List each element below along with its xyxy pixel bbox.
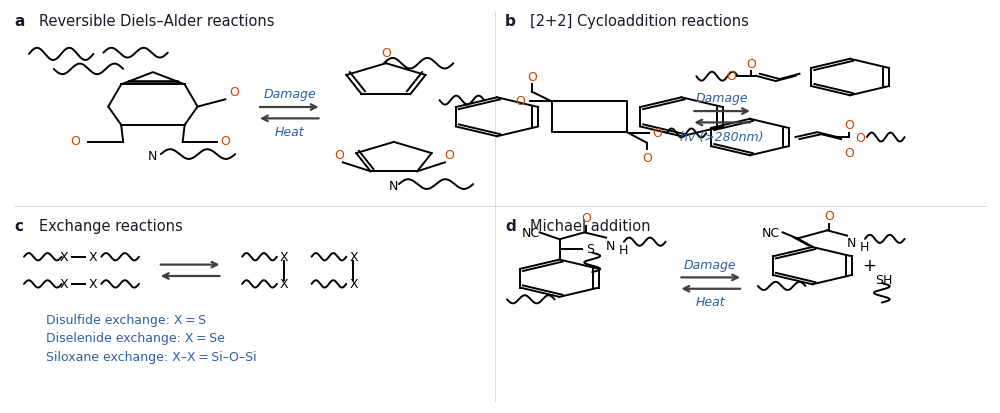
Text: X: X	[349, 278, 358, 291]
Text: O: O	[653, 127, 663, 140]
Text: O: O	[581, 212, 591, 225]
Text: Siloxane exchange: X–X = Si–O–Si: Siloxane exchange: X–X = Si–O–Si	[46, 351, 256, 363]
Text: Disulfide exchange: X = S: Disulfide exchange: X = S	[46, 313, 206, 326]
Text: N: N	[389, 180, 399, 193]
Text: NC: NC	[522, 226, 540, 239]
Text: O: O	[844, 147, 854, 159]
Text: d: d	[505, 218, 516, 234]
Text: a: a	[14, 14, 24, 29]
Text: O: O	[381, 47, 391, 60]
Text: O: O	[824, 210, 834, 223]
Text: O: O	[726, 70, 736, 83]
Text: X: X	[59, 278, 68, 291]
Text: O: O	[220, 135, 230, 148]
Text: Reversible Diels–Alder reactions: Reversible Diels–Alder reactions	[39, 14, 274, 29]
Text: Damage: Damage	[684, 258, 737, 271]
Text: N: N	[606, 240, 615, 253]
Text: O: O	[229, 85, 239, 98]
Text: O: O	[844, 119, 854, 132]
Text: Exchange reactions: Exchange reactions	[39, 218, 183, 234]
Text: O: O	[444, 148, 454, 161]
Text: Damage: Damage	[263, 88, 316, 100]
Text: N: N	[148, 150, 158, 163]
Text: X: X	[89, 251, 98, 263]
Text: O: O	[642, 152, 652, 164]
Text: X: X	[59, 251, 68, 263]
Text: H: H	[860, 241, 869, 254]
Text: Diselenide exchange: X = Se: Diselenide exchange: X = Se	[46, 332, 225, 344]
Text: NC: NC	[762, 226, 780, 239]
Text: S: S	[586, 242, 594, 256]
Text: +: +	[862, 256, 876, 274]
Text: O: O	[334, 148, 344, 161]
Text: X: X	[89, 278, 98, 291]
Text: SH: SH	[875, 273, 892, 286]
Text: O: O	[855, 131, 865, 144]
Text: O: O	[527, 71, 537, 83]
Text: c: c	[14, 218, 23, 234]
Text: O: O	[515, 95, 525, 107]
Text: Damage: Damage	[696, 92, 748, 104]
Text: X: X	[349, 251, 358, 263]
Text: Heat: Heat	[695, 296, 725, 309]
Text: Heat: Heat	[275, 126, 305, 138]
Text: [2+2] Cycloaddition reactions: [2+2] Cycloaddition reactions	[530, 14, 749, 29]
Text: b: b	[505, 14, 516, 29]
Text: Michael addition: Michael addition	[530, 218, 650, 234]
Text: O: O	[746, 57, 756, 71]
Text: H: H	[619, 244, 628, 257]
Text: N: N	[847, 237, 856, 250]
Text: X: X	[280, 251, 288, 263]
Text: X: X	[280, 278, 288, 291]
Text: hv (>280nm): hv (>280nm)	[680, 131, 764, 143]
Text: O: O	[71, 135, 81, 148]
